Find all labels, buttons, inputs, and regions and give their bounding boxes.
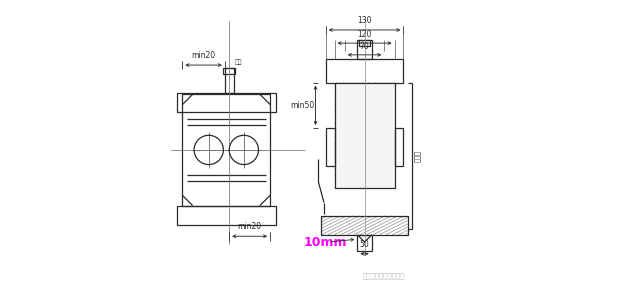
- Bar: [359, 40, 370, 46]
- Bar: [335, 83, 394, 188]
- Text: 行程: 行程: [235, 59, 243, 65]
- Text: 零件架: 零件架: [413, 150, 420, 162]
- Bar: [183, 94, 270, 206]
- Bar: [358, 235, 372, 251]
- Text: min50: min50: [290, 101, 314, 110]
- Bar: [176, 206, 276, 225]
- Text: 50: 50: [359, 240, 370, 249]
- Text: min20: min20: [191, 51, 216, 60]
- Text: 130: 130: [358, 16, 372, 25]
- Text: 70: 70: [359, 42, 370, 51]
- Bar: [225, 68, 233, 93]
- Text: min20: min20: [238, 222, 262, 231]
- Bar: [326, 59, 403, 83]
- Bar: [358, 40, 372, 59]
- Text: 五金冲压模具设计资料: 五金冲压模具设计资料: [363, 272, 406, 279]
- Bar: [326, 128, 335, 166]
- Bar: [223, 68, 235, 74]
- Bar: [176, 93, 276, 112]
- Bar: [394, 128, 403, 166]
- Text: 120: 120: [358, 30, 372, 39]
- Bar: [321, 216, 408, 235]
- Text: 10mm: 10mm: [304, 235, 347, 249]
